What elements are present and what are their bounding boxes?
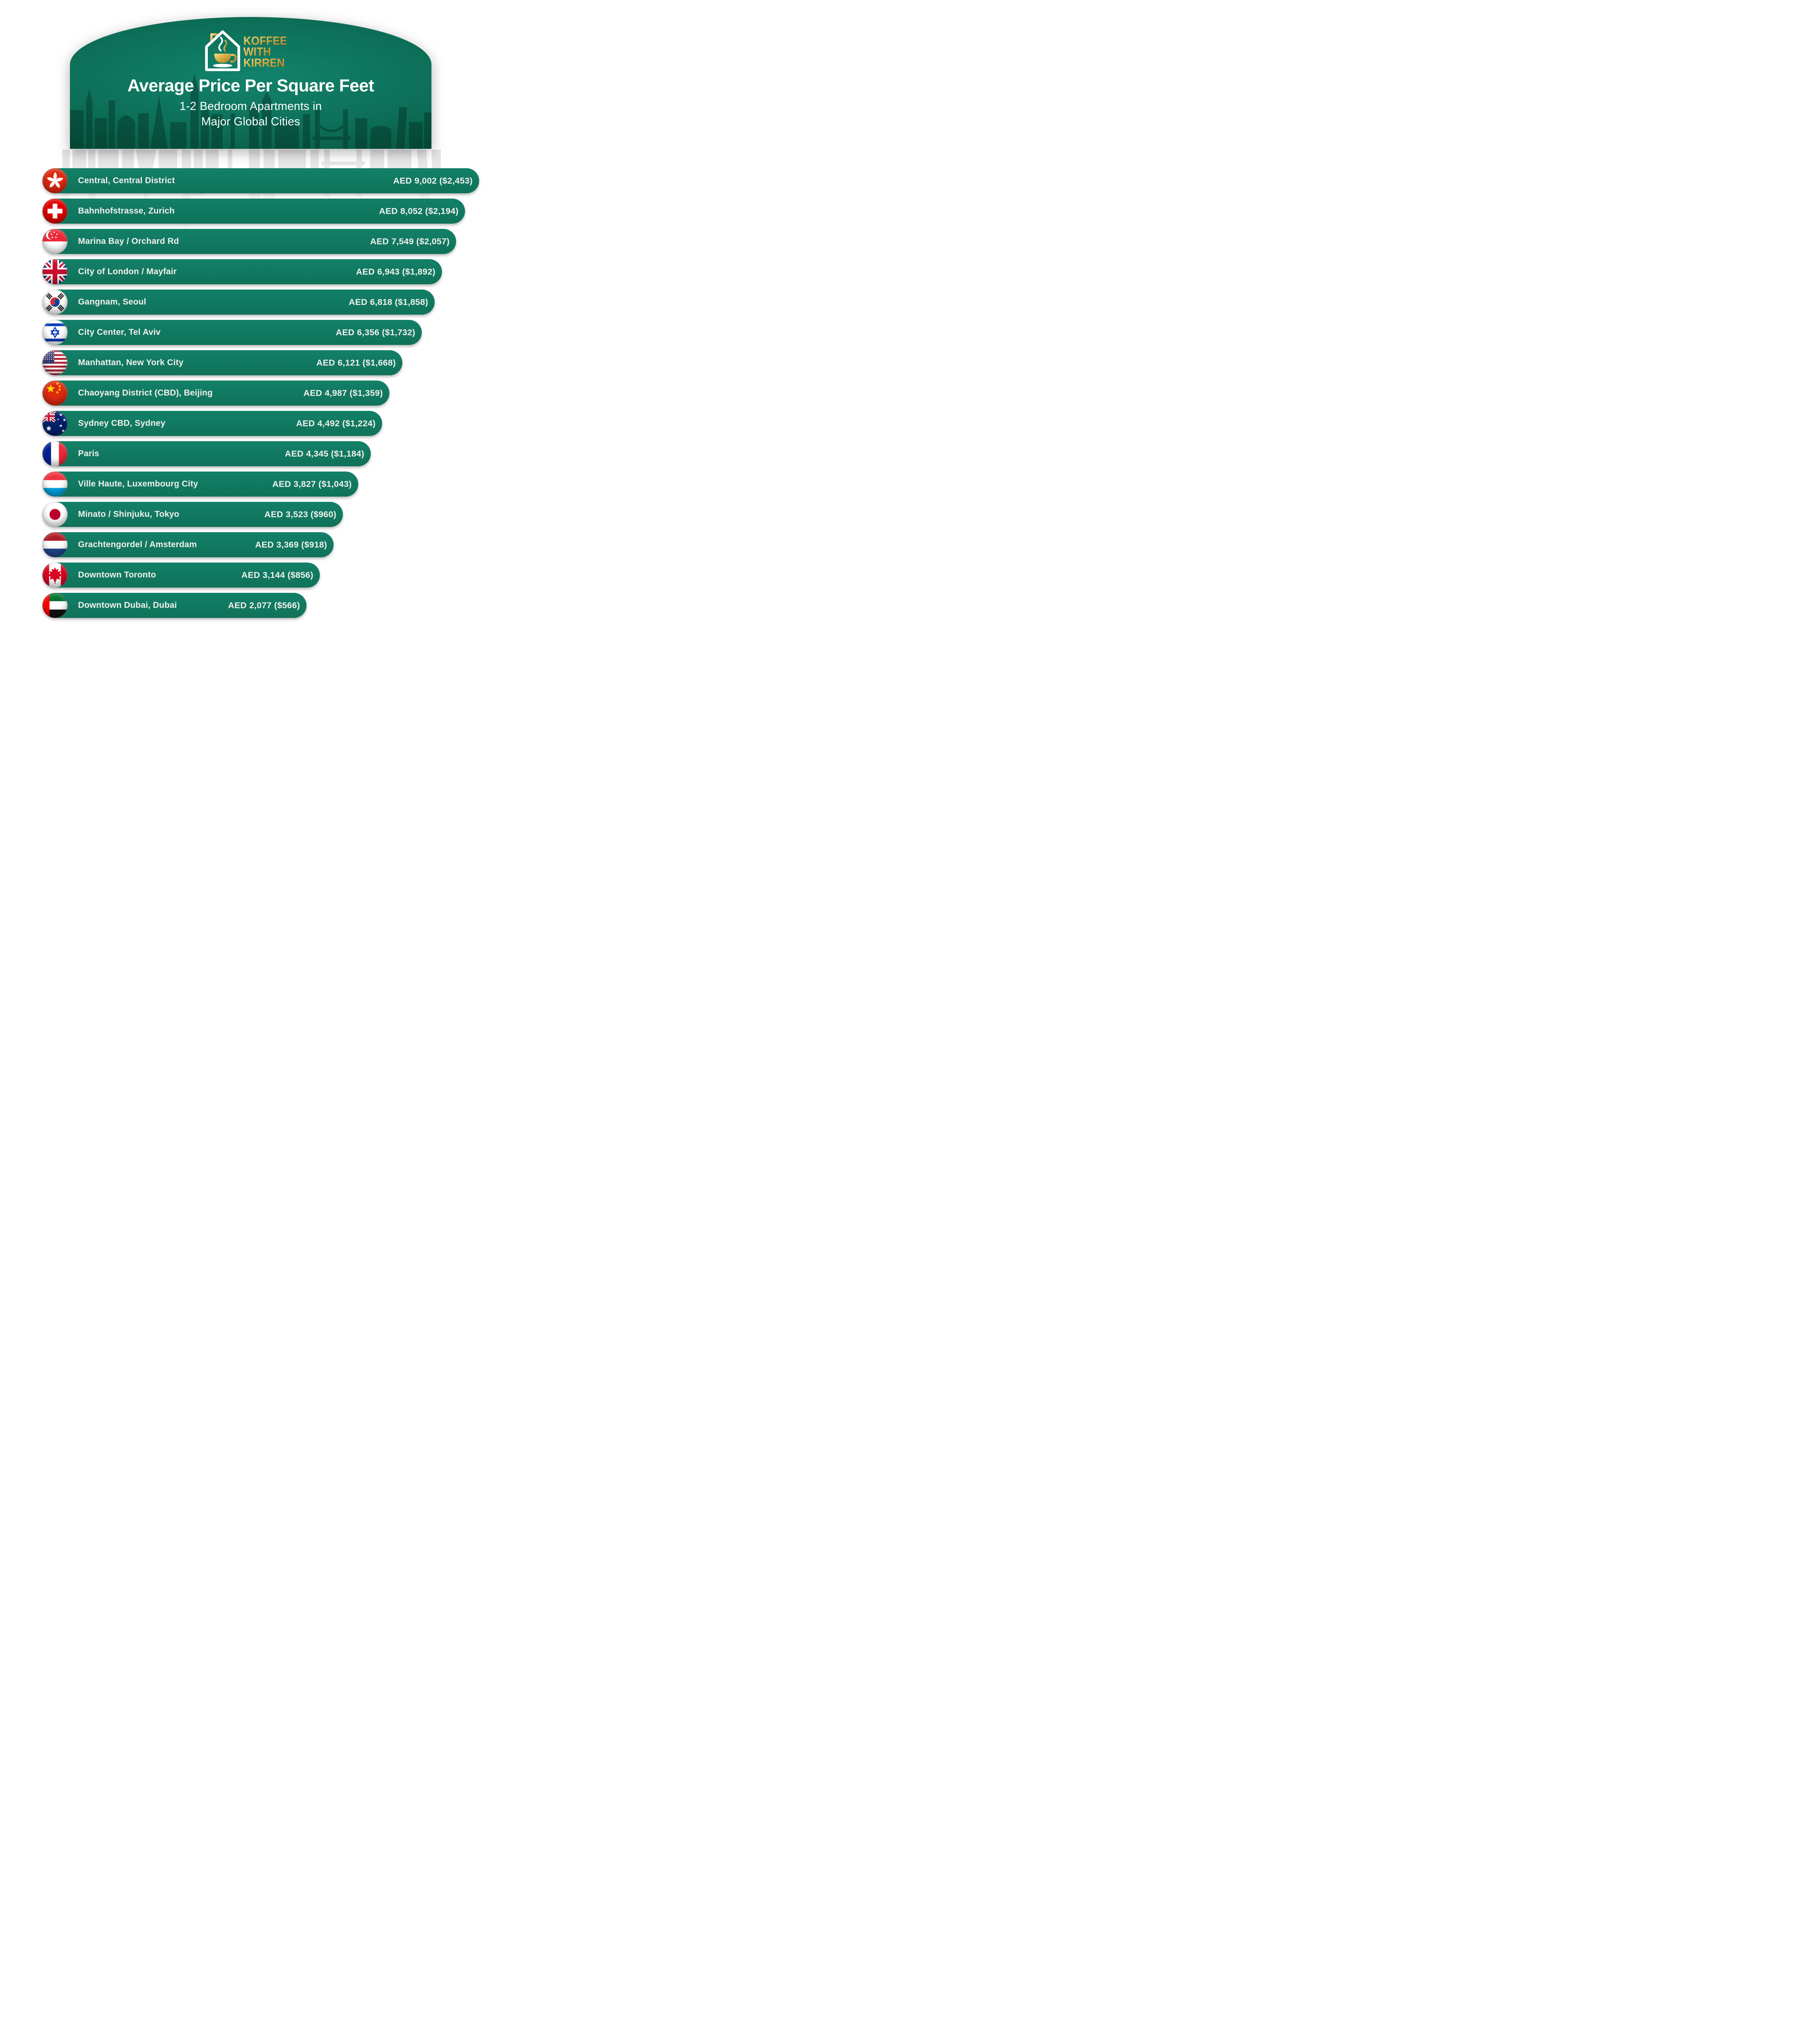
house-icon [205, 30, 240, 71]
price-bar-canada: Downtown Toronto AED 3,144 ($856) [42, 563, 320, 588]
location-label: Bahnhofstrasse, Zurich [78, 206, 175, 216]
price-value: AED 6,818 ($1,858) [349, 297, 428, 307]
flag-china-icon [42, 381, 68, 406]
location-label: Ville Haute, Luxembourg City [78, 479, 198, 489]
price-bar-australia: Sydney CBD, Sydney AED 4,492 ($1,224) [42, 411, 382, 436]
price-bar-row: Downtown Toronto AED 3,144 ($856) [42, 563, 501, 588]
brand-line-3: KIRREN [243, 56, 285, 69]
price-bar-row: City Center, Tel Aviv AED 6,356 ($1,732) [42, 320, 501, 345]
location-label: Minato / Shinjuku, Tokyo [78, 510, 180, 519]
location-label: Central, Central District [78, 176, 175, 185]
page-title: Average Price Per Square Feet [127, 76, 374, 95]
saucer-icon [213, 63, 233, 68]
price-bar-row: Manhattan, New York City AED 6,121 ($1,66… [42, 350, 501, 375]
brand-logo: KOFFEE WITH KIRREN [200, 27, 301, 74]
brand-wordmark: KOFFEE WITH KIRREN [243, 34, 287, 69]
flag-united-states-icon [42, 350, 68, 375]
price-bar-united-kingdom: City of London / Mayfair AED 6,943 ($1,89… [42, 259, 442, 284]
location-label: Grachtengordel / Amsterdam [78, 540, 197, 549]
brand-line-2: WITH [243, 45, 271, 58]
location-label: Downtown Toronto [78, 570, 156, 580]
koffee-with-kirren-logo-icon: KOFFEE WITH KIRREN [205, 30, 287, 71]
flag-netherlands-icon [42, 532, 68, 557]
price-value: AED 6,943 ($1,892) [356, 266, 435, 277]
price-bar-hong-kong: Central, Central District AED 9,002 ($2,4… [42, 168, 479, 193]
flag-hong-kong-icon [42, 168, 68, 193]
flag-canada-icon [42, 563, 68, 588]
price-bar-china: Chaoyang District (CBD), Beijing AED 4,98… [42, 381, 389, 406]
flag-france-icon [42, 441, 68, 466]
location-label: Marina Bay / Orchard Rd [78, 237, 179, 246]
flag-uae-icon [42, 593, 68, 618]
price-bar-row: City of London / Mayfair AED 6,943 ($1,89… [42, 259, 501, 284]
price-bar-row: Central, Central District AED 9,002 ($2,4… [42, 168, 501, 193]
price-bar-row: Sydney CBD, Sydney AED 4,492 ($1,224) [42, 411, 501, 436]
price-bar-france: Paris AED 4,345 ($1,184) [42, 441, 371, 466]
price-bar-list: Central, Central District AED 9,002 ($2,4… [42, 168, 501, 623]
price-bar-japan: Minato / Shinjuku, Tokyo AED 3,523 ($960) [42, 502, 343, 527]
location-label: Chaoyang District (CBD), Beijing [78, 388, 213, 398]
price-value: AED 3,827 ($1,043) [272, 479, 352, 489]
coffee-cup-icon [213, 36, 237, 68]
flag-israel-icon [42, 320, 68, 345]
price-value: AED 4,345 ($1,184) [285, 448, 364, 459]
header-banner: KOFFEE WITH KIRREN Average Price Per Squ… [70, 17, 431, 149]
price-value: AED 4,492 ($1,224) [296, 418, 376, 428]
price-bar-israel: City Center, Tel Aviv AED 6,356 ($1,732) [42, 320, 422, 345]
location-label: Sydney CBD, Sydney [78, 419, 165, 428]
price-value: AED 3,144 ($856) [241, 570, 313, 580]
price-value: AED 8,052 ($2,194) [379, 206, 459, 216]
price-value: AED 6,121 ($1,668) [316, 357, 396, 368]
subtitle-line-1: 1-2 Bedroom Apartments in [180, 100, 322, 113]
location-label: Manhattan, New York City [78, 358, 184, 367]
flag-luxembourg-icon [42, 472, 68, 497]
price-bar-netherlands: Grachtengordel / Amsterdam AED 3,369 ($91… [42, 532, 334, 557]
flag-south-korea-icon [42, 290, 68, 315]
page-subtitle: 1-2 Bedroom Apartments in Major Global C… [70, 99, 431, 129]
price-value: AED 3,523 ($960) [264, 509, 336, 519]
price-value: AED 9,002 ($2,453) [393, 176, 473, 186]
flag-switzerland-icon [42, 199, 68, 224]
price-value: AED 7,549 ($2,057) [370, 236, 450, 246]
flag-singapore-icon [42, 229, 68, 254]
location-label: City Center, Tel Aviv [78, 328, 161, 337]
price-bar-row: Paris AED 4,345 ($1,184) [42, 441, 501, 466]
price-bar-row: Gangnam, Seoul AED 6,818 ($1,858) [42, 290, 501, 315]
brand-line-1: KOFFEE [243, 34, 287, 47]
price-bar-luxembourg: Ville Haute, Luxembourg City AED 3,827 ($… [42, 472, 358, 497]
location-label: Gangnam, Seoul [78, 297, 146, 307]
price-bar-south-korea: Gangnam, Seoul AED 6,818 ($1,858) [42, 290, 435, 315]
flag-australia-icon [42, 411, 68, 436]
price-bar-singapore: Marina Bay / Orchard Rd AED 7,549 ($2,057… [42, 229, 456, 254]
price-value: AED 2,077 ($566) [228, 600, 300, 610]
flag-japan-icon [42, 502, 68, 527]
price-bar-row: Minato / Shinjuku, Tokyo AED 3,523 ($960) [42, 502, 501, 527]
price-bar-row: Grachtengordel / Amsterdam AED 3,369 ($91… [42, 532, 501, 557]
price-bar-uae: Downtown Dubai, Dubai AED 2,077 ($566) [42, 593, 307, 618]
price-value: AED 4,987 ($1,359) [303, 388, 383, 398]
location-label: City of London / Mayfair [78, 267, 177, 276]
steam-icon [218, 36, 223, 51]
price-bar-united-states: Manhattan, New York City AED 6,121 ($1,66… [42, 350, 402, 375]
price-bar-switzerland: Bahnhofstrasse, Zurich AED 8,052 ($2,194) [42, 199, 465, 224]
city-skyline-graphic [70, 66, 431, 149]
steam-gold-icon [223, 40, 227, 52]
location-label: Downtown Dubai, Dubai [78, 601, 177, 610]
price-bar-row: Bahnhofstrasse, Zurich AED 8,052 ($2,194) [42, 199, 501, 224]
price-value: AED 3,369 ($918) [255, 539, 327, 550]
price-bar-row: Downtown Dubai, Dubai AED 2,077 ($566) [42, 593, 501, 618]
subtitle-line-2: Major Global Cities [201, 115, 300, 129]
header-content: KOFFEE WITH KIRREN Average Price Per Squ… [70, 27, 431, 130]
price-value: AED 6,356 ($1,732) [336, 327, 415, 337]
price-bar-row: Marina Bay / Orchard Rd AED 7,549 ($2,057… [42, 229, 501, 254]
price-bar-row: Chaoyang District (CBD), Beijing AED 4,98… [42, 381, 501, 406]
flag-united-kingdom-icon [42, 259, 68, 284]
infographic-page: KOFFEE WITH KIRREN Average Price Per Squ… [0, 0, 501, 627]
location-label: Paris [78, 449, 99, 458]
price-bar-row: Ville Haute, Luxembourg City AED 3,827 ($… [42, 472, 501, 497]
